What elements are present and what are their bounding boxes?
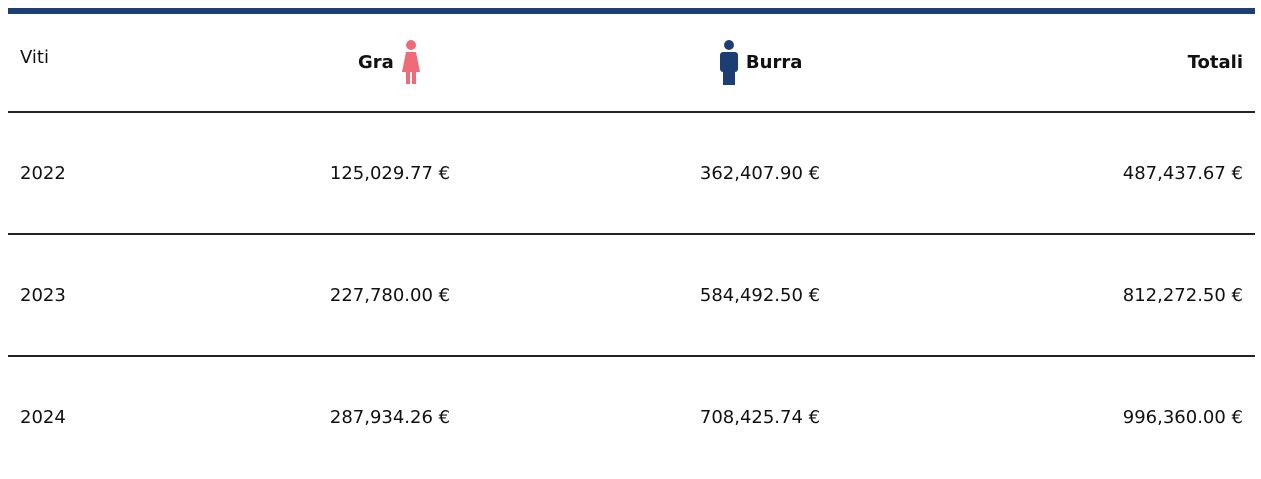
table-cell: 2023 [20,284,66,306]
table-row: 2024 287,934.26 € 708,425.74 € 996,360.00 € [8,357,1255,477]
top-bar [8,8,1255,14]
header-text: Gra [357,51,394,73]
header-cell: Gra [220,39,560,86]
header-cell: Burra [560,39,960,86]
table-cell: 287,934.26 € [329,406,451,428]
table-cell: 362,407.90 € [699,162,821,184]
header-cell: Totali [1187,52,1243,73]
header-text: Burra [745,51,803,73]
table-cell: 227,780.00 € [329,284,451,306]
header-row: Viti Gra Burra Totali [8,14,1255,113]
header-cell: Viti [20,47,49,68]
table-cell: 2022 [20,162,66,184]
table: Viti Gra Burra Totali 2022 125,029.77 € 36… [8,8,1255,477]
table-cell: 584,492.50 € [699,284,821,306]
table-cell: 487,437.67 € [1122,162,1243,184]
male-icon [719,39,738,85]
table-row: 2022 125,029.77 € 362,407.90 € 487,437.67 € [8,113,1255,235]
table-cell: 708,425.74 € [699,406,821,428]
table-cell: 812,272.50 € [1122,284,1243,306]
table-row: 2023 227,780.00 € 584,492.50 € 812,272.50 € [8,235,1255,357]
table-cell: 125,029.77 € [329,162,451,184]
table-cell: 996,360.00 € [1122,406,1243,428]
table-cell: 2024 [20,406,66,428]
female-icon [402,39,421,84]
